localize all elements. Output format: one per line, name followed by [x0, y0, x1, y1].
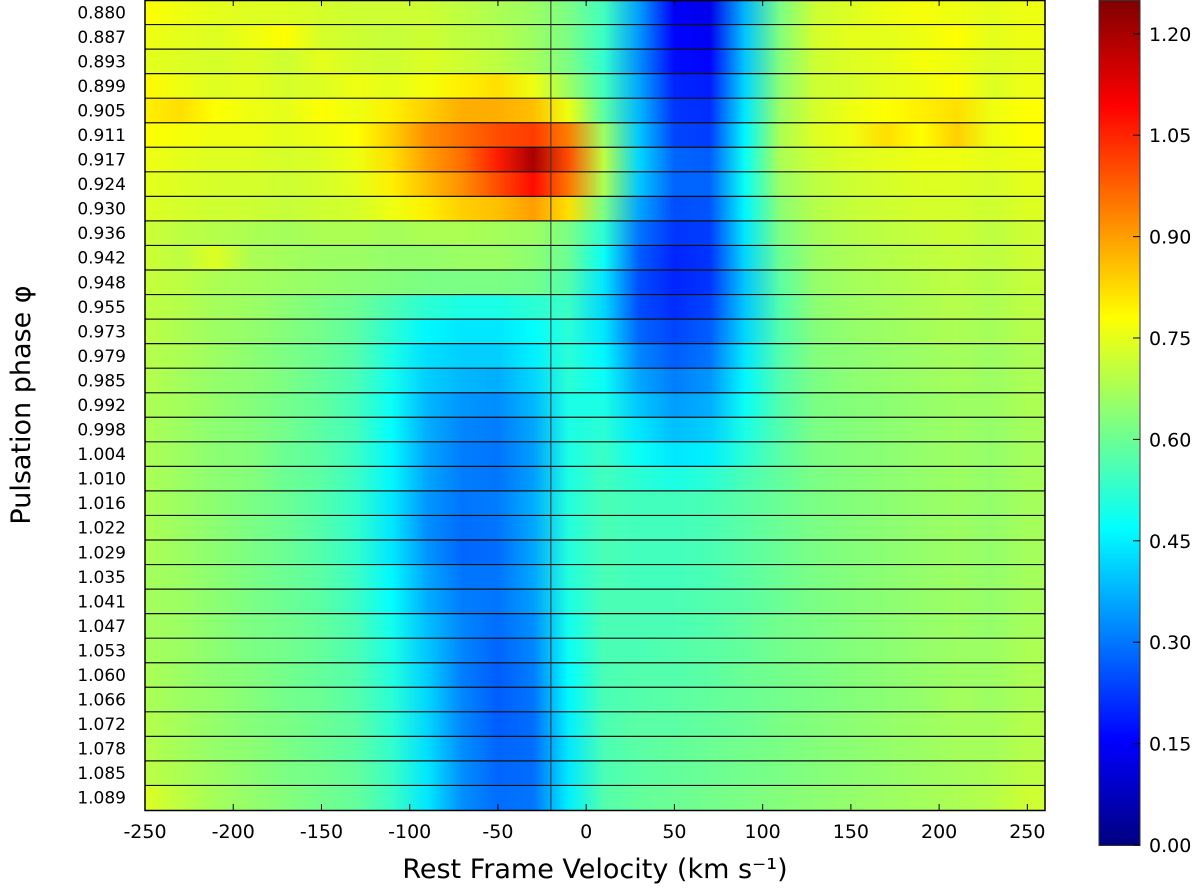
- heatmap-row: [145, 564, 1045, 590]
- heatmap-row: [145, 441, 1045, 467]
- heatmap-row: [145, 417, 1045, 442]
- colorbar-tick-label: 0.60: [1149, 429, 1191, 451]
- colorbar-tick-label: 0.75: [1149, 328, 1191, 350]
- heatmap-row: [145, 270, 1045, 295]
- heatmap-row: [145, 638, 1045, 663]
- heatmap-row: [145, 24, 1045, 50]
- colorbar-gradient: [1098, 0, 1141, 846]
- colorbar-tick-label: 1.20: [1149, 24, 1191, 46]
- y-tick-label: 1.016: [77, 494, 126, 514]
- heatmap-row: [145, 662, 1045, 688]
- y-tick-label: 1.072: [77, 715, 126, 735]
- y-tick-label: 1.010: [77, 470, 126, 490]
- y-tick-label: 0.924: [77, 175, 126, 195]
- x-tick-label: 100: [745, 821, 781, 843]
- heatmap-row: [145, 368, 1045, 393]
- y-tick-label: 1.022: [77, 519, 126, 539]
- heatmap-row: [145, 687, 1045, 712]
- y-tick-label: 1.085: [77, 764, 126, 784]
- y-tick-label: 1.029: [77, 543, 126, 563]
- y-tick-label: 0.973: [77, 322, 126, 342]
- heatmap-row: [145, 711, 1045, 737]
- heatmap-row: [145, 122, 1045, 148]
- plot-frame: [144, 0, 1046, 812]
- y-tick-label: 0.930: [77, 200, 126, 220]
- heatmap-row: [145, 736, 1045, 761]
- colorbar-tick-label: 0.00: [1149, 835, 1191, 857]
- heatmap-row: [145, 466, 1045, 491]
- heatmap-row: [145, 196, 1045, 221]
- heatmap-row: [145, 73, 1045, 99]
- x-tick-label: 200: [921, 821, 957, 843]
- y-tick-label: 1.060: [77, 666, 126, 686]
- y-tick-label: 0.979: [77, 347, 126, 367]
- heatmap-row: [145, 49, 1045, 74]
- heatmap-row: [145, 760, 1045, 786]
- x-tick-label: 0: [580, 821, 592, 843]
- heatmap-row: [145, 220, 1045, 246]
- x-tick-label: 50: [662, 821, 686, 843]
- y-tick-label: 1.004: [77, 445, 126, 465]
- y-tick-label: 0.911: [77, 126, 126, 146]
- x-tick-label: -200: [212, 821, 255, 843]
- heatmap-row: [145, 343, 1045, 369]
- y-tick-label: 1.041: [77, 592, 126, 612]
- y-tick-label: 1.047: [77, 617, 126, 637]
- y-tick-label: 0.985: [77, 371, 126, 391]
- colorbar-tick-label: 0.45: [1149, 531, 1191, 553]
- y-tick-label: 0.917: [77, 151, 126, 171]
- colorbar-tick-label: 0.15: [1149, 734, 1191, 756]
- x-tick-label: -150: [300, 821, 343, 843]
- x-tick-label: -50: [482, 821, 513, 843]
- y-tick-label: 0.899: [77, 77, 126, 97]
- heatmap-row: [145, 98, 1045, 123]
- y-tick-label: 0.998: [77, 421, 126, 441]
- y-axis-label: Pulsation phase φ: [6, 285, 37, 524]
- colorbar-tick-label: 0.90: [1149, 227, 1191, 249]
- heatmap-row: [145, 294, 1045, 320]
- heatmap-row: [145, 785, 1045, 810]
- heatmap-row: [145, 392, 1045, 418]
- x-tick-label: 250: [1009, 821, 1045, 843]
- y-tick-label: 1.089: [77, 789, 126, 809]
- heatmap-rows: [145, 0, 1045, 810]
- y-tick-label: 1.066: [77, 691, 126, 711]
- heatmap-row: [145, 490, 1045, 516]
- x-tick-label: -250: [123, 821, 166, 843]
- x-tick-label: -100: [388, 821, 431, 843]
- heatmap-row: [145, 0, 1045, 25]
- y-tick-label: 1.078: [77, 740, 126, 760]
- heatmap-row: [145, 613, 1045, 639]
- heatmap-row: [145, 147, 1045, 172]
- heatmap-row: [145, 589, 1045, 614]
- y-tick-label: 0.942: [77, 249, 126, 269]
- y-tick-label: 0.887: [77, 28, 126, 48]
- heatmap-row: [145, 515, 1045, 540]
- heatmap-row: [145, 540, 1045, 565]
- y-tick-label: 0.948: [77, 273, 126, 293]
- colorbar-tick-label: 1.05: [1149, 125, 1191, 147]
- y-tick-label: 0.955: [77, 298, 126, 318]
- y-tick-labels: 0.880 0.887 0.893 0.899 0.905 0.911 0.917 0.924…: [77, 3, 126, 808]
- y-tick-label: 0.936: [77, 224, 126, 244]
- colorbar: 0.00 0.15 0.30 0.45 0.60 0.75 0.90 1.05 1.20: [1098, 0, 1191, 857]
- y-tick-label: 0.992: [77, 396, 126, 416]
- colorbar-tick-label: 0.30: [1149, 632, 1191, 654]
- y-tick-label: 1.035: [77, 568, 126, 588]
- y-tick-label: 1.053: [77, 641, 126, 661]
- y-tick-label: 0.880: [77, 3, 126, 23]
- heatmap-row: [145, 245, 1045, 270]
- y-tick-label: 0.893: [77, 52, 126, 72]
- x-ticks: -250 -200 -150 -100 -50 0 50 100 150 200 250: [123, 0, 1045, 843]
- x-axis-label: Rest Frame Velocity (km s⁻¹): [402, 854, 787, 885]
- heatmap-row: [145, 171, 1045, 197]
- y-tick-label: 0.905: [77, 101, 126, 121]
- x-tick-label: 150: [833, 821, 869, 843]
- heatmap-row: [145, 319, 1045, 344]
